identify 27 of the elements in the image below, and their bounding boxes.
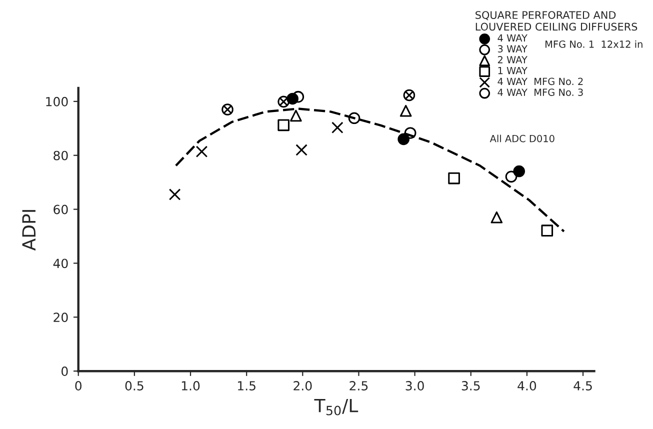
x-axis-title: T$_{50}$/L [314, 399, 358, 416]
y-tick-label: 80 [54, 150, 68, 160]
y-tick-label: 40 [53, 258, 68, 268]
legend-label: 3 WAY [498, 45, 528, 52]
x-tick-label: 0.5 [125, 381, 144, 390]
x-tick-label: 3.5 [462, 381, 480, 390]
legend-label: 2 WAY [498, 56, 528, 64]
annotation: All ADC D010 [490, 134, 554, 142]
x-tick-label: 4.0 [518, 381, 536, 390]
legend-label: 4 WAY MFG No. 2 [498, 78, 583, 86]
x-tick-label: 1.5 [238, 381, 256, 390]
y-tick-label: 60 [54, 204, 68, 214]
legend-label: 4 WAY [498, 34, 528, 42]
legend-label: 4 WAY MFG No. 3 [498, 88, 583, 96]
legend-title: SQUARE PERFORATED AND LOUVERED CEILING DIFFUSERS [476, 11, 638, 31]
x-tick-label: 0 [75, 381, 82, 390]
x-tick-label: 2.5 [350, 381, 368, 390]
text: MFG No. 1 12x12 in [546, 40, 642, 48]
y-tick-label: 0 [62, 366, 68, 376]
y-tick-label: 100 [46, 96, 68, 106]
y-tick-label: 20 [54, 312, 68, 322]
x-tick-label: 1.0 [182, 381, 200, 390]
y-axis-title: ADPI [22, 210, 36, 251]
x-tick-label: 3.0 [406, 381, 424, 390]
x-tick-label: 2.0 [294, 381, 312, 390]
x-tick-label: 4.5 [574, 381, 592, 390]
legend-label: 1 WAY [498, 67, 528, 74]
